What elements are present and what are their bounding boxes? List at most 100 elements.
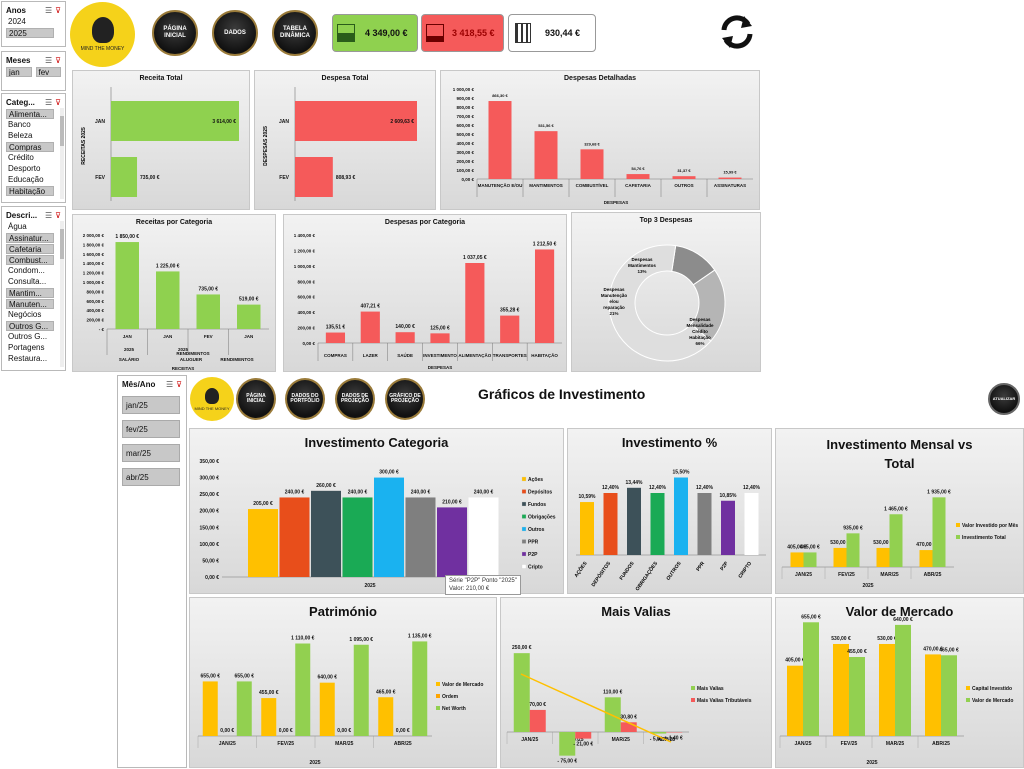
chart-bar[interactable] (374, 478, 404, 577)
chart-bar[interactable] (469, 497, 499, 577)
chart-bar[interactable] (326, 333, 345, 343)
nav-tabela-dinamica[interactable]: TABELA DINÂMICA (272, 10, 318, 56)
clear-filter-icon[interactable]: ⊽ (55, 98, 61, 107)
chart-bar[interactable] (156, 271, 179, 329)
chart-bar[interactable] (833, 644, 849, 736)
chart-bar[interactable] (604, 493, 618, 555)
chart-bar[interactable] (580, 502, 594, 555)
chart-receitas-categoria[interactable]: Receitas por Categoria 2 000,00 €1 800,0… (72, 214, 276, 372)
slicer-item[interactable]: Consulta... (6, 277, 54, 287)
chart-despesas-detalhadas[interactable]: Despesas Detalhadas 1 000,00 €900,00 €80… (440, 70, 760, 210)
chart-bar[interactable] (295, 157, 333, 197)
chart-bar[interactable] (412, 641, 427, 736)
slicer-item[interactable]: Desporto (6, 164, 54, 174)
chart-bar[interactable] (203, 681, 218, 736)
slicer-item[interactable]: abr/25 (122, 468, 180, 486)
chart-bar[interactable] (721, 501, 735, 555)
nav-dados[interactable]: DADOS (212, 10, 258, 56)
nav-dados-projecao[interactable]: DADOS DE PROJEÇÃO (335, 378, 375, 420)
chart-bar[interactable] (514, 653, 530, 732)
chart-bar[interactable] (530, 710, 546, 732)
multiselect-icon[interactable]: ☰ (45, 211, 52, 220)
chart-bar[interactable] (430, 333, 449, 343)
slicer-item[interactable]: Habitação (6, 186, 54, 196)
chart-bar[interactable] (925, 654, 941, 736)
chart-bar[interactable] (920, 550, 933, 567)
slicer-item[interactable]: fev/25 (122, 420, 180, 438)
slicer-item[interactable]: Manuten... (6, 299, 54, 309)
multiselect-icon[interactable]: ☰ (45, 98, 52, 107)
chart-bar[interactable] (311, 491, 341, 577)
nav-pagina-inicial-inv[interactable]: PÁGINA INICIAL (236, 378, 276, 420)
chart-bar[interactable] (295, 644, 310, 737)
slicer-item[interactable]: Água (6, 222, 54, 232)
chart-bar[interactable] (261, 698, 276, 736)
slicer-item[interactable]: Restaura... (6, 354, 54, 364)
slicer-item[interactable]: Mantim... (6, 288, 54, 298)
slicer-item[interactable]: Combust... (6, 255, 54, 265)
clear-filter-icon[interactable]: ⊽ (176, 380, 182, 389)
nav-dados-portfolio[interactable]: DADOS DO PORTFÓLIO (285, 378, 325, 420)
slicer-item[interactable]: Educação (6, 175, 54, 185)
chart-bar[interactable] (933, 497, 946, 567)
clear-filter-icon[interactable]: ⊽ (55, 56, 61, 65)
chart-bar[interactable] (834, 548, 847, 567)
chart-bar[interactable] (745, 493, 759, 555)
scrollbar[interactable] (60, 108, 64, 199)
chart-despesas-categoria[interactable]: Despesas por Categoria 1 400,00 €1 200,0… (283, 214, 567, 372)
chart-bar[interactable] (674, 478, 688, 556)
chart-bar[interactable] (535, 249, 554, 343)
slicer-item[interactable]: 2024 (6, 17, 54, 27)
chart-bar[interactable] (890, 514, 903, 567)
slicer-item[interactable]: Compras (6, 142, 54, 152)
chart-bar[interactable] (280, 497, 310, 577)
slicer-item[interactable]: Negócios (6, 310, 54, 320)
scrollbar[interactable] (60, 221, 64, 367)
multiselect-icon[interactable]: ☰ (45, 56, 52, 65)
chart-bar[interactable] (621, 722, 637, 732)
slicer-item[interactable]: Cafetaria (6, 244, 54, 254)
chart-bar[interactable] (879, 644, 895, 736)
chart-bar[interactable] (581, 149, 604, 179)
multiselect-icon[interactable]: ☰ (45, 6, 52, 15)
chart-bar[interactable] (651, 493, 665, 555)
chart-bar[interactable] (320, 683, 335, 736)
chart-bar[interactable] (627, 174, 650, 179)
slicer-item[interactable]: fev (36, 67, 62, 77)
chart-bar[interactable] (111, 157, 137, 197)
clear-filter-icon[interactable]: ⊽ (55, 6, 61, 15)
chart-bar[interactable] (237, 681, 252, 736)
slicer-item[interactable]: 2025 (6, 28, 54, 38)
slicer-item[interactable]: Beleza (6, 131, 54, 141)
chart-investimento-categoria[interactable]: Investimento Categoria 350,00 €300,00 €2… (189, 428, 564, 594)
chart-bar[interactable] (197, 294, 220, 329)
slicer-item[interactable]: Condom... (6, 266, 54, 276)
chart-bar[interactable] (575, 732, 591, 739)
chart-bar[interactable] (627, 488, 641, 555)
chart-bar[interactable] (791, 552, 804, 567)
slicer-item[interactable]: Outros G... (6, 321, 54, 331)
atualizar-button[interactable]: ATUALIZAR (988, 383, 1020, 415)
refresh-icon[interactable] (716, 12, 758, 52)
chart-bar[interactable] (941, 655, 957, 736)
chart-bar[interactable] (895, 625, 911, 736)
chart-bar[interactable] (354, 645, 369, 736)
chart-bar[interactable] (248, 509, 278, 577)
chart-bar[interactable] (361, 312, 380, 343)
chart-bar[interactable] (343, 497, 373, 577)
chart-bar[interactable] (847, 533, 860, 567)
chart-bar[interactable] (437, 507, 467, 577)
chart-bar[interactable] (698, 493, 712, 555)
mind-the-money-logo-small[interactable]: MIND THE MONEY (190, 377, 234, 421)
chart-bar[interactable] (489, 101, 512, 179)
chart-bar[interactable] (237, 305, 260, 329)
chart-bar[interactable] (500, 316, 519, 343)
mind-the-money-logo[interactable]: MIND THE MONEY (70, 2, 135, 67)
